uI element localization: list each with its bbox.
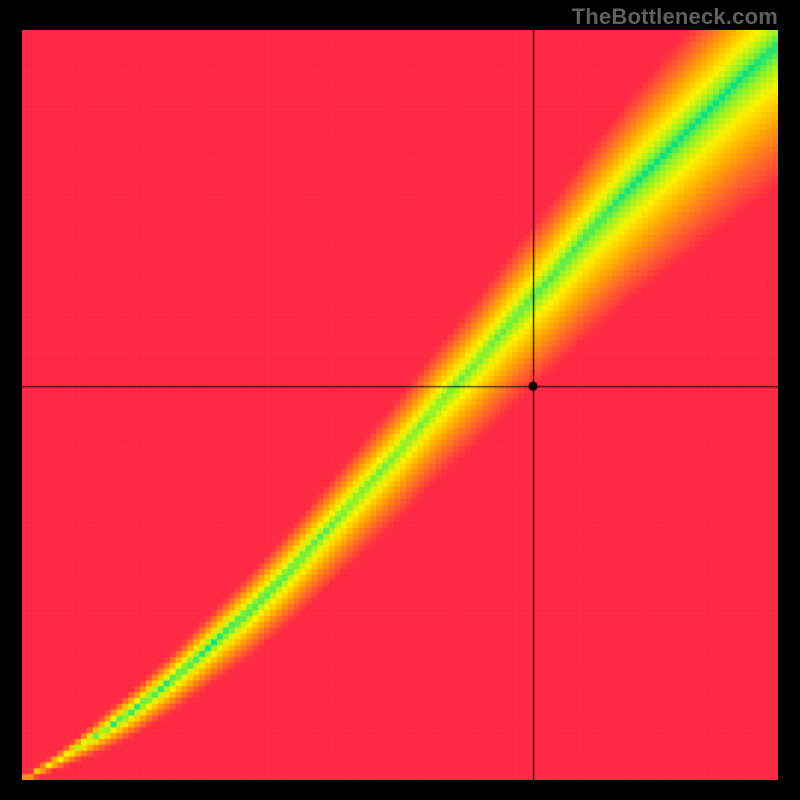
bottleneck-heatmap xyxy=(22,30,778,780)
watermark-text: TheBottleneck.com xyxy=(572,4,778,30)
